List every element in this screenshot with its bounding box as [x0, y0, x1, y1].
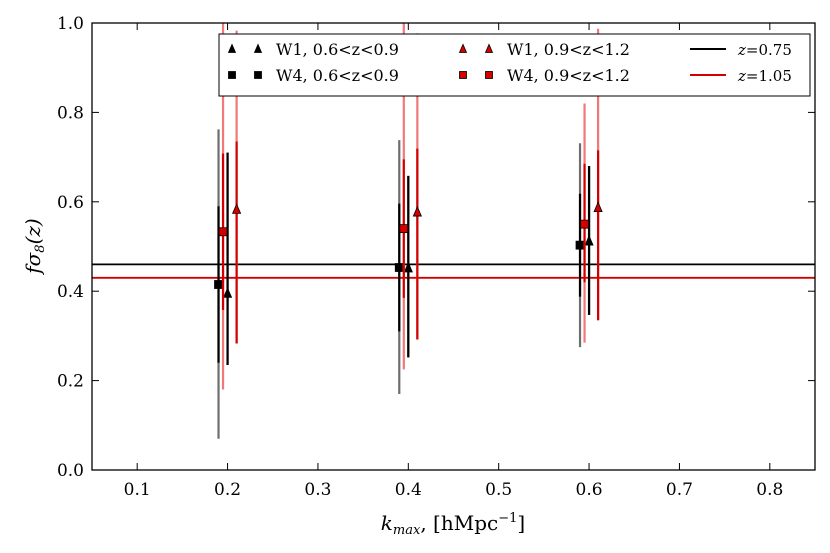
legend-marker — [459, 71, 467, 79]
legend-ref-val: =1.05 — [746, 67, 792, 85]
data-point — [593, 201, 603, 212]
legend-label: W1, 0.9<z<1.2 — [507, 40, 630, 59]
legend-marker — [253, 43, 263, 53]
legend-marker — [254, 71, 262, 79]
y-axis-label: fσ8(z) — [21, 218, 48, 276]
y-tick-label: 0.2 — [57, 372, 84, 392]
legend-ref-var: z — [737, 41, 746, 59]
legend-label: W4, 0.9<z<1.2 — [507, 66, 630, 85]
data-point — [231, 203, 242, 214]
y-tick-label: 1.0 — [57, 14, 84, 34]
legend-marker — [458, 43, 468, 53]
y-tick-label: 0.0 — [57, 461, 84, 481]
y-tick-label: 0.4 — [57, 282, 84, 302]
x-tick-label: 0.2 — [214, 480, 241, 500]
y-tick-label: 0.6 — [57, 193, 84, 213]
axis-ticks: 0.1 0.2 0.3 0.4 0.5 0.6 0.7 0.8 0.0 0.2 0.4 0.6 0.8 1… — [57, 14, 815, 500]
x-axis-label: kmax, [hMpc−1] — [381, 511, 525, 538]
legend-marker — [484, 43, 494, 53]
data-point — [575, 240, 585, 250]
legend-ref-var: z — [737, 67, 746, 85]
data-point — [399, 224, 409, 234]
data-point — [403, 261, 413, 273]
legend-ref-label: z=1.05 — [737, 67, 792, 85]
x-tick-label: 0.3 — [304, 480, 331, 500]
legend-ref-val: =0.75 — [746, 41, 792, 59]
legend-marker — [228, 71, 236, 79]
x-tick-label: 0.1 — [124, 480, 151, 500]
data-point — [222, 287, 233, 298]
x-tick-label: 0.5 — [485, 480, 512, 500]
data-point — [218, 227, 228, 237]
data-point — [584, 234, 594, 246]
legend-marker — [227, 43, 237, 53]
x-tick-label: 0.8 — [756, 480, 783, 500]
legend-ref-label: z=0.75 — [737, 41, 792, 59]
plot-frame — [91, 22, 816, 471]
data-point — [214, 280, 223, 289]
x-tick-label: 0.7 — [666, 480, 693, 500]
x-tick-label: 0.4 — [395, 480, 422, 500]
data-point — [412, 205, 422, 217]
data-point — [394, 263, 404, 272]
x-tick-label: 0.6 — [576, 480, 603, 500]
legend-marker — [485, 71, 493, 79]
legend-box — [218, 33, 811, 97]
data-point — [580, 219, 589, 229]
legend-label: W1, 0.6<z<0.9 — [276, 40, 399, 59]
y-tick-label: 0.8 — [57, 103, 84, 123]
legend-label: W4, 0.6<z<0.9 — [276, 66, 399, 85]
legend: W1, 0.6<z<0.9 W4, 0.6<z<0.9 W1, 0.9<z<1.2 W… — [218, 33, 811, 97]
